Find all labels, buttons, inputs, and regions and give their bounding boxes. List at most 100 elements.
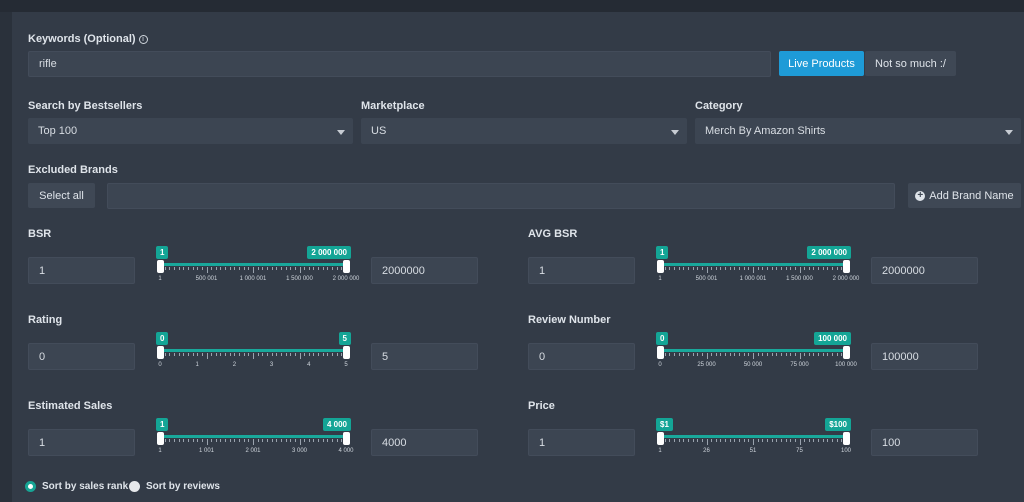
category-label: Category	[695, 100, 743, 112]
filter-price-min-input[interactable]: 1	[528, 429, 635, 456]
filter-bsr-min-input[interactable]: 1	[28, 257, 135, 284]
filter-rating-min-input[interactable]: 0	[28, 343, 135, 370]
filter-estimated-sales-tick	[225, 439, 227, 442]
sort-sales-rank-radio[interactable]	[25, 481, 36, 492]
filter-rating-tick	[257, 353, 259, 356]
filter-avg-bsr-tick	[706, 267, 708, 273]
filter-rating-min-handle[interactable]	[157, 346, 164, 359]
filter-rating-tick	[169, 353, 171, 356]
filter-price-tick	[822, 439, 824, 442]
filter-bsr-range-slider[interactable]: 1 500 001 1 000 001 1 500 000 2 000 000 1 2 00…	[155, 246, 359, 296]
filter-price-tick	[729, 439, 731, 442]
filter-price-tick-label: 51	[749, 448, 757, 454]
filter-review-number-max-input[interactable]: 100000	[871, 343, 978, 370]
filter-rating-tick	[243, 353, 245, 356]
filter-rating-track	[160, 349, 346, 352]
filter-review-number-tick	[678, 353, 680, 356]
info-icon[interactable]: i	[138, 35, 148, 44]
filter-rating-tick	[294, 353, 296, 356]
filter-estimated-sales-tick-label: 3 000	[291, 448, 308, 454]
filter-rating-tick	[220, 353, 222, 356]
filter-rating-tick	[234, 353, 236, 356]
category-select[interactable]: Merch By Amazon Shirts	[695, 118, 1021, 144]
filter-rating-tick	[322, 353, 324, 356]
filter-rating-tick	[262, 353, 264, 356]
filter-avg-bsr-tick	[762, 267, 764, 270]
filter-price-tick	[720, 439, 722, 442]
filter-rating-tick	[290, 353, 292, 356]
filter-avg-bsr-tick	[776, 267, 778, 270]
filter-estimated-sales-min-input[interactable]: 1	[28, 429, 135, 456]
filter-review-number-tick	[804, 353, 806, 356]
filter-avg-bsr-min-input[interactable]: 1	[528, 257, 635, 284]
filter-rating-tick	[206, 353, 208, 359]
filter-price-max-input[interactable]: 100	[871, 429, 978, 456]
filter-price-tick	[780, 439, 782, 442]
filter-review-number-tick	[762, 353, 764, 356]
filter-estimated-sales-tick	[206, 439, 208, 445]
filter-avg-bsr-range-slider[interactable]: 1 500 001 1 000 001 1 500 000 2 000 000 1 2 00…	[655, 246, 859, 296]
add-brand-button[interactable]: + Add Brand Name	[908, 183, 1021, 208]
filter-bsr-tick	[192, 267, 194, 270]
filter-bsr-tick	[294, 267, 296, 270]
marketplace-select[interactable]: US	[361, 118, 687, 144]
filter-estimated-sales-tick	[304, 439, 306, 442]
bestsellers-select[interactable]: Top 100	[28, 118, 353, 144]
filter-rating-range-slider[interactable]: 0 1 2 3 4 5 0 5	[155, 332, 355, 382]
sort-sales-rank-label[interactable]: Sort by sales rank	[42, 481, 129, 492]
filter-review-number-min-badge: 0	[656, 332, 669, 345]
filter-review-number-min-handle[interactable]	[657, 346, 664, 359]
filter-estimated-sales-tick	[280, 439, 282, 442]
filter-avg-bsr-max-input[interactable]: 2000000	[871, 257, 978, 284]
filter-review-number-max-handle[interactable]	[843, 346, 850, 359]
filter-price-max-handle[interactable]	[843, 432, 850, 445]
filter-bsr-tick	[318, 267, 320, 270]
filter-rating-max-value: 5	[382, 350, 389, 363]
filter-rating-max-input[interactable]: 5	[371, 343, 478, 370]
excluded-brands-input[interactable]	[107, 183, 895, 209]
filter-bsr-tick-label: 2 000 000	[332, 276, 360, 282]
filter-review-number-range-slider[interactable]: 0 25 000 50 000 75 000 100 000 0 100 000	[655, 332, 857, 382]
filter-rating-tick	[178, 353, 180, 356]
filter-bsr-max-input[interactable]: 2000000	[371, 257, 478, 284]
filter-price-tick	[715, 439, 717, 442]
filter-bsr-tick	[173, 267, 175, 270]
filter-bsr-tick	[271, 267, 273, 270]
filter-review-number-tick	[729, 353, 731, 356]
sort-reviews-radio[interactable]	[129, 481, 140, 492]
filter-avg-bsr-tick	[692, 267, 694, 270]
filter-avg-bsr-tick	[664, 267, 666, 270]
filter-review-number-label: Review Number	[528, 314, 611, 326]
filter-rating-max-handle[interactable]	[343, 346, 350, 359]
filter-rating-tick	[308, 353, 310, 356]
filter-estimated-sales-min-handle[interactable]	[157, 432, 164, 445]
sort-reviews-label[interactable]: Sort by reviews	[146, 481, 220, 492]
filter-estimated-sales-tick	[178, 439, 180, 442]
filter-avg-bsr-max-handle[interactable]	[843, 260, 850, 273]
filter-review-number-tick-label: 0	[658, 362, 662, 368]
filter-estimated-sales-tick	[327, 439, 329, 442]
filter-avg-bsr-tick	[729, 267, 731, 270]
filter-review-number-tick	[683, 353, 685, 356]
top-strip	[0, 0, 1024, 12]
live-products-button[interactable]: Live Products	[779, 51, 864, 76]
filter-price-min-handle[interactable]	[657, 432, 664, 445]
filter-review-number-min-input[interactable]: 0	[528, 343, 635, 370]
filter-avg-bsr-tick	[771, 267, 773, 270]
filter-rating-tick	[201, 353, 203, 356]
filter-price-range-slider[interactable]: 1 26 51 75 100 $1 $100	[655, 418, 855, 468]
filter-bsr-max-handle[interactable]	[343, 260, 350, 273]
filter-bsr-tick	[253, 267, 254, 273]
filter-avg-bsr-min-handle[interactable]	[657, 260, 664, 273]
filter-estimated-sales-range-slider[interactable]: 1 1 001 2 001 3 000 4 000 1 4 000	[155, 418, 355, 468]
not-so-much-button[interactable]: Not so much :/	[865, 51, 956, 76]
select-all-button[interactable]: Select all	[28, 183, 95, 208]
filter-avg-bsr-tick-label: 1 000 001	[739, 276, 767, 282]
filter-estimated-sales-min-value: 1	[39, 436, 46, 449]
keywords-input[interactable]: rifle	[28, 51, 771, 77]
filter-estimated-sales-max-handle[interactable]	[343, 432, 350, 445]
filter-estimated-sales-max-input[interactable]: 4000	[371, 429, 478, 456]
filter-bsr-min-handle[interactable]	[157, 260, 164, 273]
search-filter-panel	[12, 12, 1024, 502]
filter-bsr-tick-label: 1	[158, 276, 162, 282]
